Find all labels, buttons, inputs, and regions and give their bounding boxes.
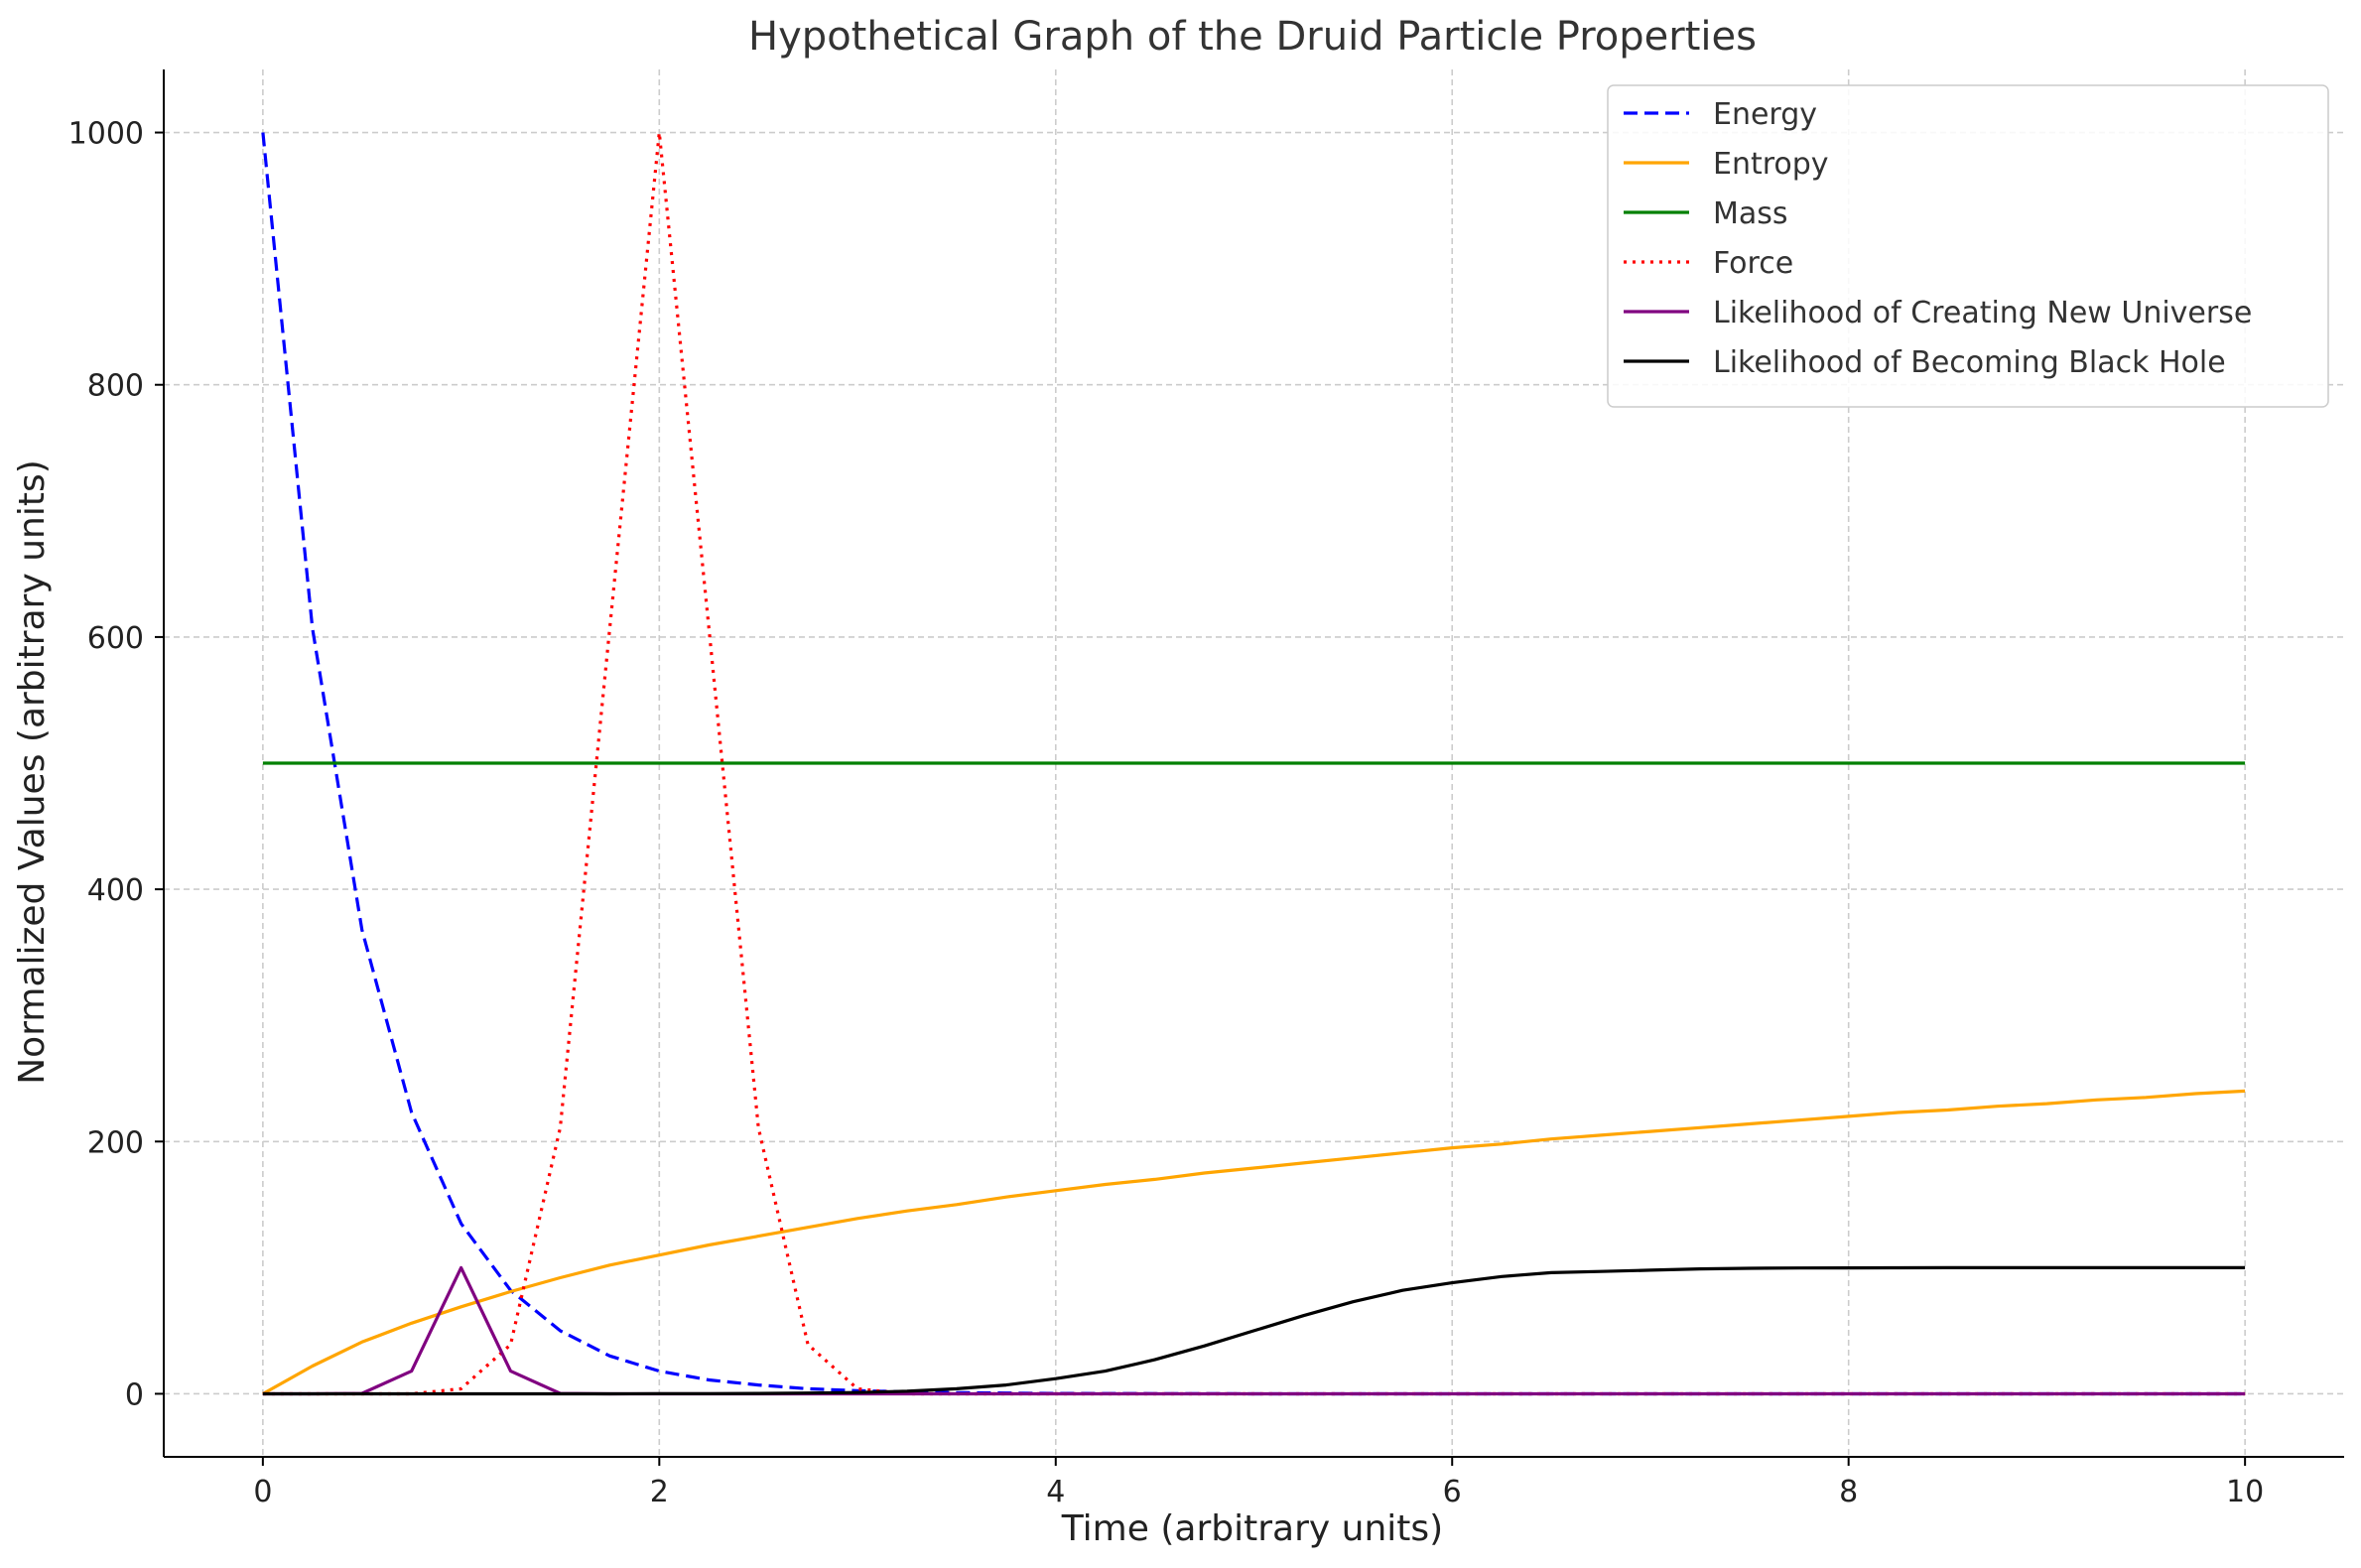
y-tick-label: 200 (87, 1125, 144, 1160)
ticks: 0 2 4 6 8 10 0 200 400 600 800 1000 (68, 117, 2265, 1509)
x-tick-label: 6 (1443, 1475, 1462, 1509)
x-tick-label: 4 (1046, 1475, 1065, 1509)
y-axis-label: Normalized Values (arbitrary units) (12, 459, 53, 1085)
legend-label-force: Force (1713, 246, 1793, 281)
series-line-entropy (262, 1089, 2246, 1395)
x-tick-label: 8 (1839, 1475, 1858, 1509)
legend-box (1607, 84, 2329, 408)
y-tick-label: 600 (87, 621, 144, 656)
legend-label-likelihood-of-creating-new-universe: Likelihood of Creating New Universe (1713, 296, 2252, 330)
series-lines (261, 130, 2246, 1396)
legend-label-entropy: Entropy (1713, 147, 1829, 182)
legend: Energy Entropy Mass Force Likelihood of Crea… (1607, 84, 2329, 408)
series-line-likelihood-of-becoming-black-hole (262, 1265, 2246, 1396)
x-axis-label: Time (arbitrary units) (1061, 1508, 1443, 1549)
x-tick-label: 2 (650, 1475, 669, 1509)
y-tick-label: 800 (87, 369, 144, 404)
y-tick-label: 0 (125, 1377, 144, 1412)
chart-title: Hypothetical Graph of the Druid Particle… (748, 14, 1757, 60)
y-tick-label: 400 (87, 873, 144, 908)
legend-label-likelihood-of-becoming-black-hole: Likelihood of Becoming Black Hole (1713, 345, 2226, 380)
legend-label-energy: Energy (1713, 97, 1817, 132)
axes (163, 69, 2344, 1458)
y-tick-label: 1000 (68, 117, 144, 152)
x-tick-label: 0 (253, 1475, 272, 1509)
legend-label-mass: Mass (1713, 196, 1788, 231)
x-tick-label: 10 (2226, 1475, 2264, 1509)
